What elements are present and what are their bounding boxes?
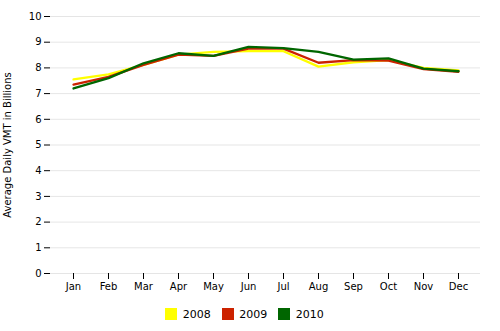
html-text:2010: 2010: [295, 307, 324, 321]
svg-text:Oct: Oct: [380, 281, 397, 292]
svg-text:Average Daily VMT in Billions: Average Daily VMT in Billions: [2, 72, 13, 217]
svg-text:10: 10: [29, 11, 42, 22]
svg-text:Aug: Aug: [309, 281, 329, 292]
svg-text:5: 5: [35, 139, 41, 150]
svg-text:May: May: [203, 281, 224, 292]
svg-text:2: 2: [35, 216, 41, 227]
svg-text:Jul: Jul: [276, 281, 289, 292]
svg-text:8: 8: [35, 62, 41, 73]
svg-text:1: 1: [35, 242, 41, 253]
html-text:2009: 2009: [239, 307, 268, 321]
svg-text:Jun: Jun: [240, 281, 257, 292]
svg-text:Feb: Feb: [100, 281, 118, 292]
svg-text:Mar: Mar: [134, 281, 154, 292]
svg-text:Apr: Apr: [170, 281, 188, 292]
svg-text:3: 3: [35, 191, 41, 202]
svg-text:0: 0: [35, 268, 41, 279]
svg-text:9: 9: [35, 36, 41, 47]
svg-text:4: 4: [35, 165, 41, 176]
svg-text:Jan: Jan: [65, 281, 81, 292]
svg-text:Sep: Sep: [344, 281, 363, 292]
html-text:2008: 2008: [182, 307, 211, 321]
svg-text:Nov: Nov: [414, 281, 434, 292]
svg-text:Dec: Dec: [449, 281, 468, 292]
svg-text:6: 6: [35, 114, 41, 125]
svg-text:7: 7: [35, 88, 41, 99]
